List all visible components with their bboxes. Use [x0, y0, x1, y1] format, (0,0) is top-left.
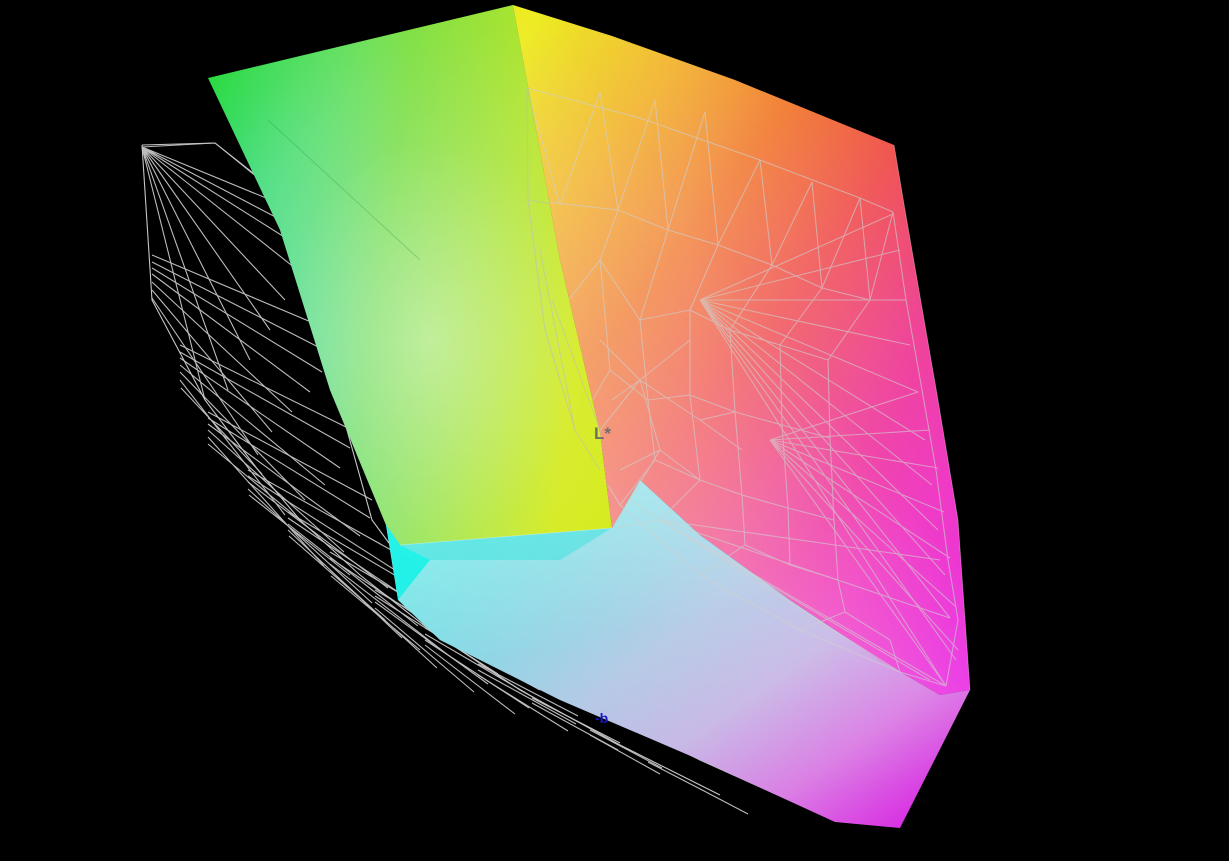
- gamut-face-bottom: [386, 480, 970, 828]
- gamut-face-green-yellow: [208, 5, 612, 545]
- gamut-face-yellow-red-magenta: [513, 5, 970, 695]
- target-gamut-solid: [208, 5, 970, 828]
- gamut-solid-rim-highlight: [399, 144, 971, 691]
